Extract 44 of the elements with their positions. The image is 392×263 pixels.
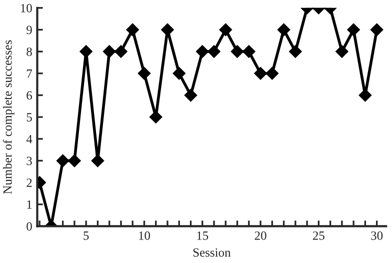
x-tick-label: 30 (371, 231, 383, 240)
point (347, 23, 360, 36)
y-tick-label: 4 (26, 134, 32, 144)
point (138, 66, 151, 80)
x-tick-label: 5 (84, 232, 89, 240)
x-tick-label: 20 (254, 231, 266, 240)
point (230, 45, 244, 58)
point (184, 88, 198, 102)
y-tick-label: 8 (26, 48, 32, 56)
point (289, 45, 302, 58)
x-axis-title: Session (193, 248, 231, 257)
point (277, 23, 290, 36)
point (254, 66, 267, 80)
y-tick-label: 6 (26, 91, 32, 100)
point (242, 45, 256, 58)
point (219, 23, 232, 36)
point (266, 66, 279, 80)
point (114, 45, 128, 58)
y-tick-label: 7 (26, 70, 32, 78)
point (68, 154, 81, 168)
point (102, 45, 116, 58)
x-tick-label: 15 (197, 231, 208, 240)
point (196, 45, 209, 58)
y-axis-title: Number of complete successes (2, 40, 14, 194)
y-tick-label: 2 (26, 178, 32, 187)
y-tick-label: 10 (20, 4, 32, 12)
y-tick-label: 1 (27, 200, 32, 209)
point (80, 45, 92, 58)
y-tick-label: 5 (26, 113, 32, 122)
point (126, 23, 140, 36)
point (208, 45, 220, 58)
point (172, 66, 186, 80)
point (91, 154, 104, 168)
point (56, 154, 70, 168)
point (370, 23, 384, 36)
y-tick-label: 3 (26, 156, 32, 166)
x-tick-label: 10 (139, 231, 150, 240)
y-tick-label: 0 (26, 222, 32, 231)
point (161, 23, 174, 36)
x-tick-label: 25 (312, 231, 324, 240)
point (336, 45, 348, 58)
point (149, 110, 162, 124)
point (358, 88, 372, 102)
y-tick-label: 9 (26, 26, 32, 34)
